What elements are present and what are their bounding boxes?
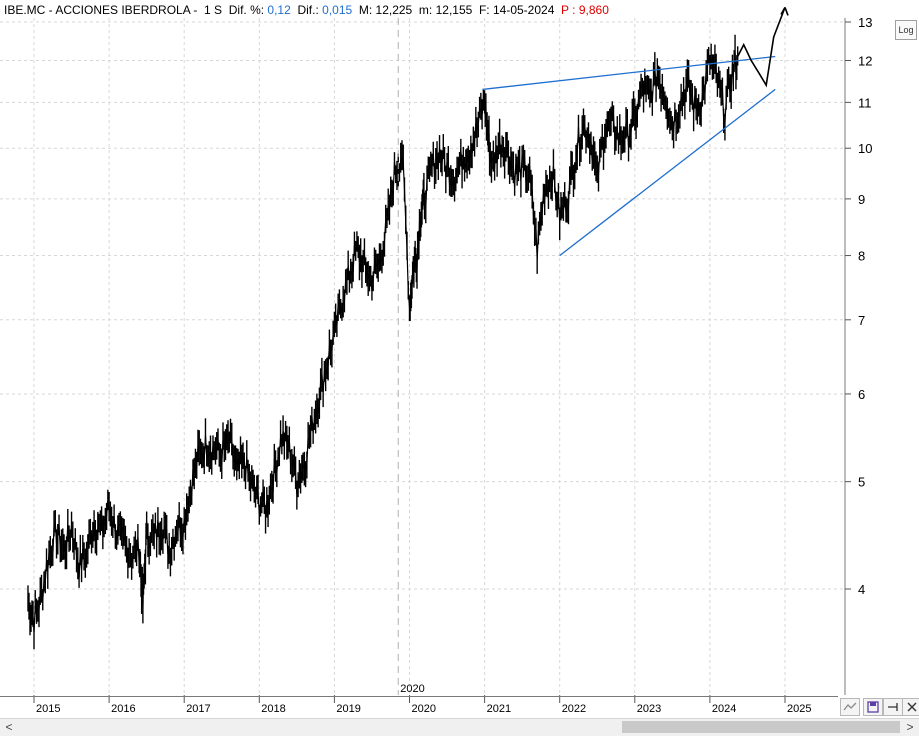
dif-label: Dif.: [297,3,319,17]
trendlines[interactable] [482,55,776,257]
y-axis: 4 5 6 7 8 9 10 11 12 13 [844,15,872,695]
x-tick-label: 2023 [637,703,661,715]
y-tick-label: 12 [858,54,872,69]
y-tick-label: 13 [858,15,872,30]
x-tick-label: 2022 [562,703,586,715]
price-label: P : [561,3,576,17]
scroll-right-button[interactable]: > [906,720,914,734]
min-label: m: [418,3,433,17]
price-line [27,52,739,633]
x-axis: 2015 2016 2017 2018 2019 2020 2021 2022 2023 2024… [33,695,811,715]
trendline-lower [559,88,776,257]
y-tick-label: 11 [858,95,872,110]
trendline-upper [482,55,776,91]
chart-scale-icon[interactable] [840,698,860,716]
chart-header: IBE.MC - ACCIONES IBERDROLA - 1 S Dif. %… [4,2,611,18]
y-tick-label: 5 [858,475,865,490]
date-label: F: [478,3,490,17]
x-tick-label: 2025 [787,703,811,715]
y-tick-label: 7 [858,313,865,328]
x-axis-bar [0,696,838,719]
x-tick-label: 2017 [186,703,210,715]
projection-arrow [780,7,789,16]
x-tick-label: 2024 [712,703,736,715]
projection [736,7,789,88]
x-tick-label: 2019 [336,703,360,715]
min-value: 12,155 [435,3,473,17]
grid [0,18,845,695]
scroll-thumb[interactable] [622,721,900,733]
x-tick-label: 2021 [487,703,511,715]
vertical-marker: 2020 [397,18,425,695]
y-tick-label: 9 [858,192,865,207]
save-icon[interactable] [863,698,883,716]
price-series [27,34,739,650]
horizontal-scrollbar[interactable]: < > [0,718,919,736]
log-scale-button[interactable]: Log [895,20,917,40]
y-tick-label: 10 [858,141,872,156]
price-value: 9,860 [578,3,609,17]
scroll-left-button[interactable]: < [5,720,13,734]
vertical-marker-label: 2020 [400,683,424,695]
y-tick-label: 6 [858,387,865,402]
bottom-toolbar [838,697,919,717]
date-value: 14-05-2024 [492,3,555,17]
close-icon[interactable] [902,698,919,716]
projection-line [736,7,786,88]
dif-pct-value: 0,12 [267,3,291,17]
x-tick-label: 2020 [412,703,436,715]
period-label: 1 S [204,3,223,17]
max-value: 12,225 [375,3,413,17]
x-tick-label: 2018 [261,703,285,715]
dif-pct-label: Dif. %: [228,3,265,17]
x-tick-label: 2016 [111,703,135,715]
y-tick-label: 4 [858,582,865,597]
pin-icon[interactable] [883,698,903,716]
y-tick-label: 8 [858,249,865,264]
max-label: M: [358,3,373,17]
dif-value: 0,015 [322,3,353,17]
x-tick-label: 2015 [36,703,60,715]
symbol-label: IBE.MC - ACCIONES IBERDROLA - [4,3,198,17]
